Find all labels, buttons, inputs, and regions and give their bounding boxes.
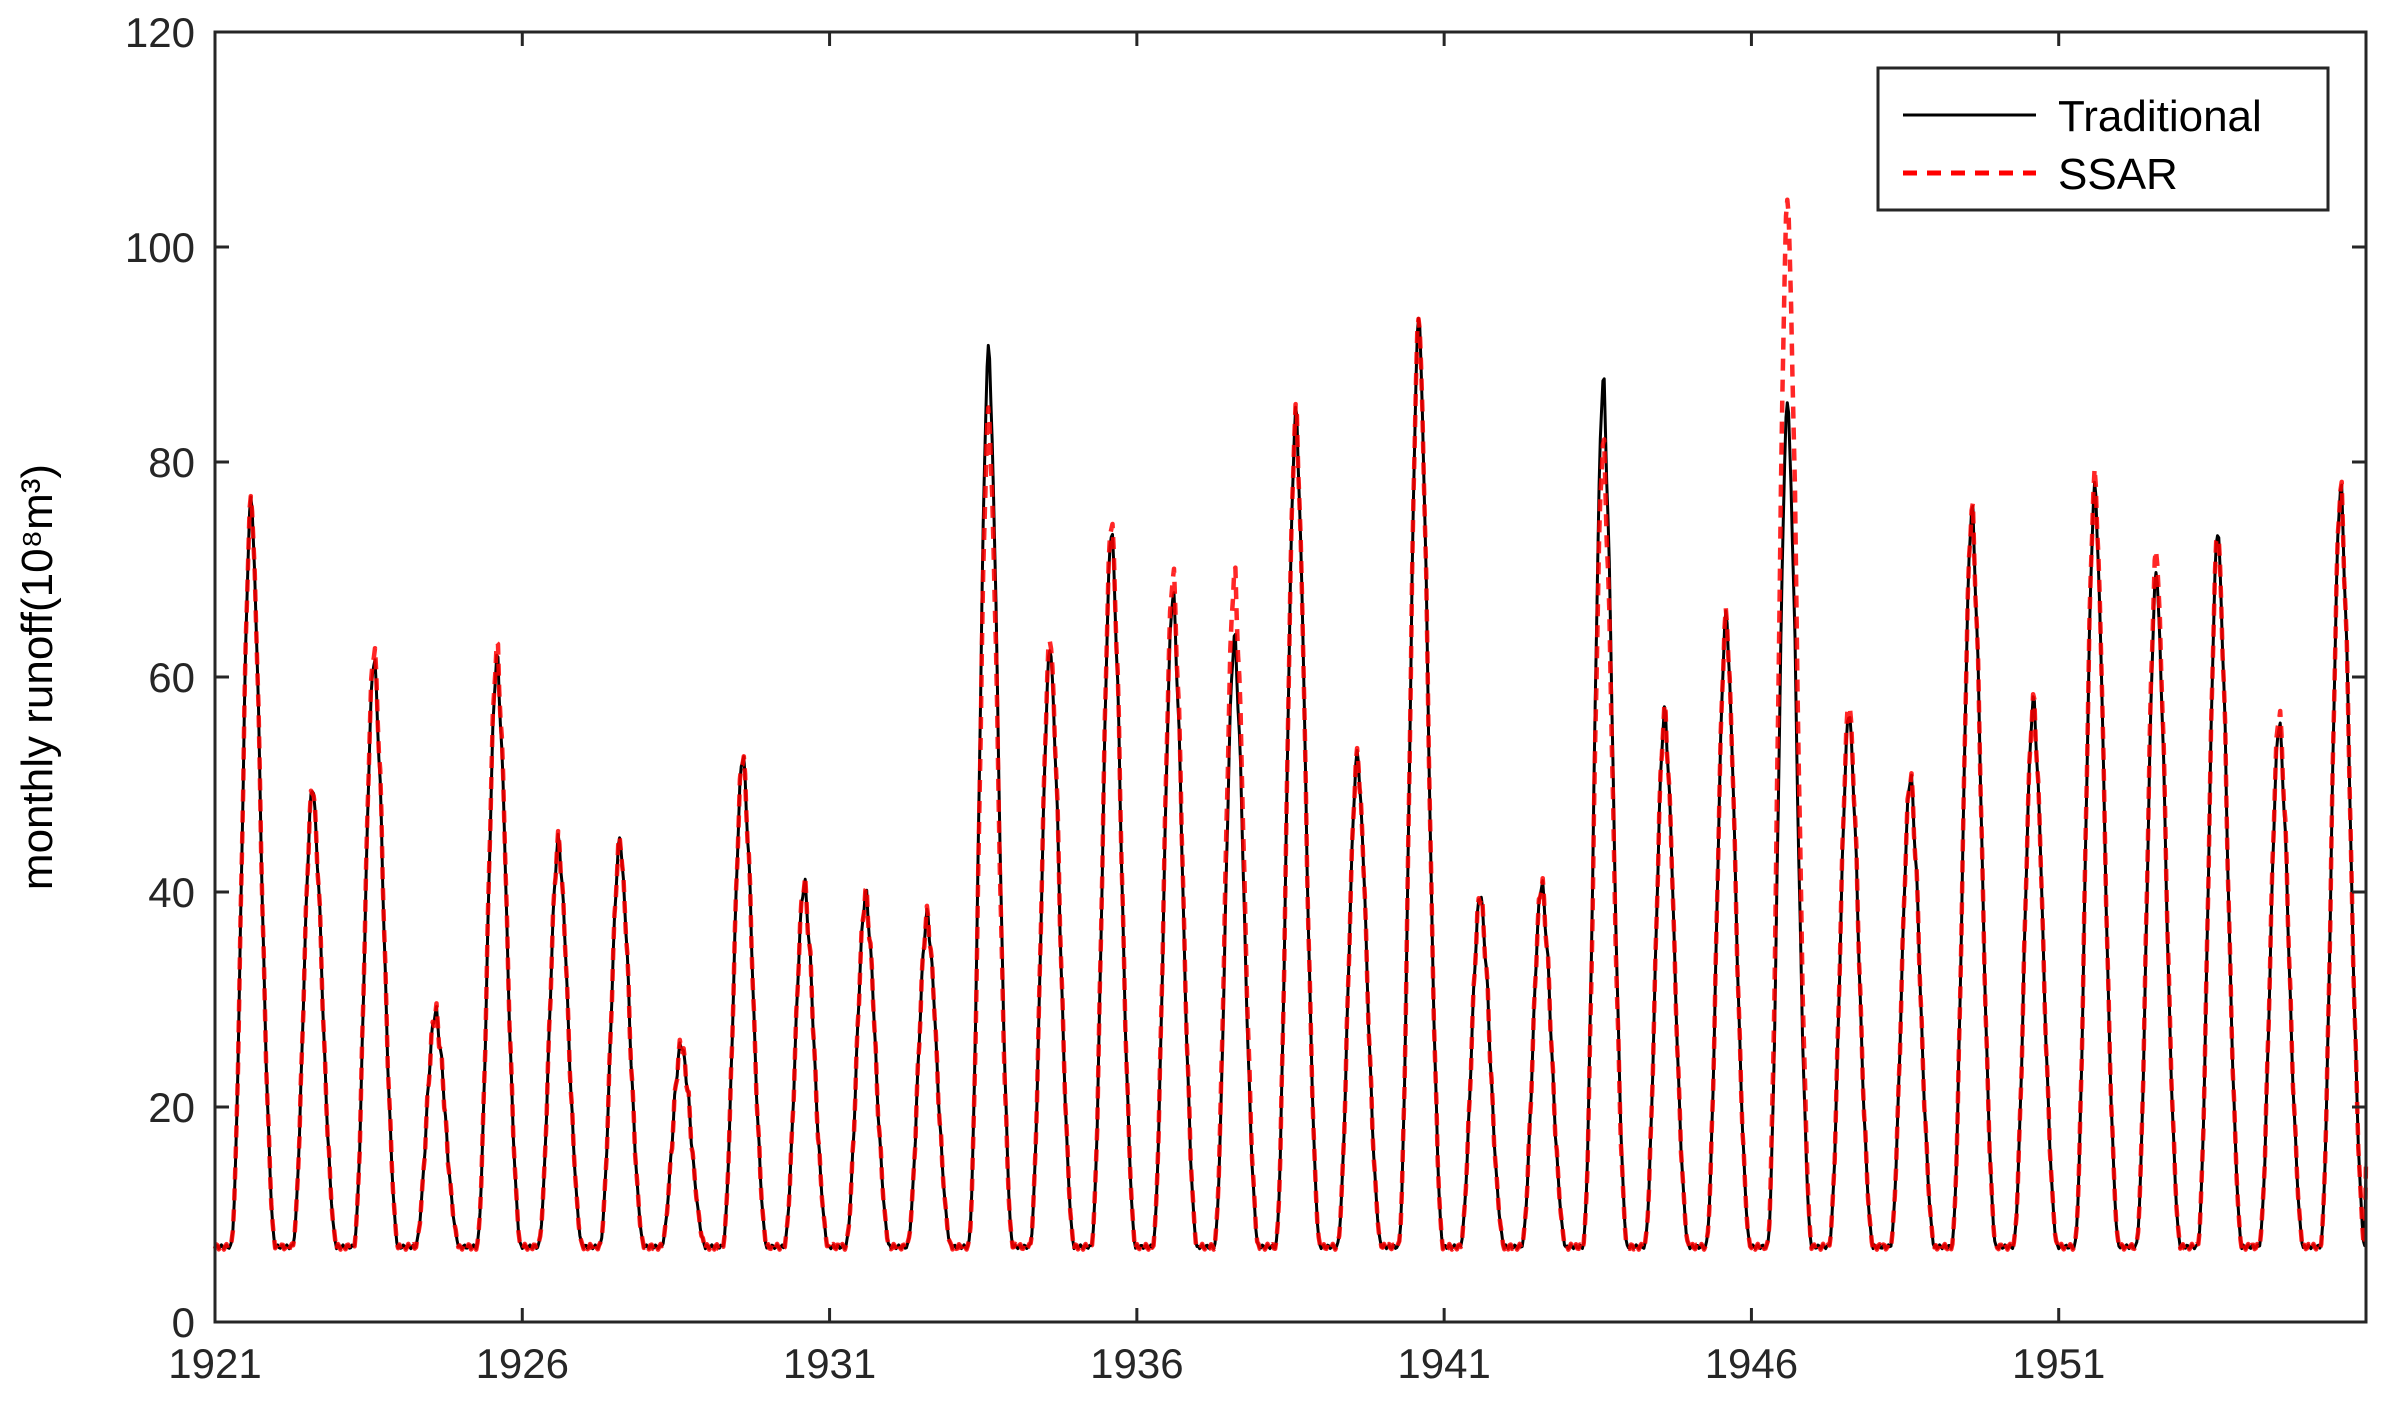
legend-label-traditional: Traditional [2058,92,2262,141]
x-tick-label: 1921 [168,1340,261,1387]
y-axis-label: monthly runoff(10⁸m³) [13,464,62,890]
y-tick-label: 40 [148,869,195,916]
y-tick-label: 80 [148,439,195,486]
legend-label-ssar: SSAR [2058,150,2178,199]
y-tick-label: 0 [172,1299,195,1346]
legend-box [1876,66,2330,212]
y-tick-label: 120 [125,9,195,56]
x-tick-label: 1936 [1090,1340,1183,1387]
y-tick-label: 20 [148,1084,195,1131]
x-tick-label: 1946 [1705,1340,1798,1387]
x-axis: 1921 1926 1931 1936 1941 1946 1951 [168,32,2105,1387]
legend: Traditional SSAR [1876,66,2330,212]
y-tick-label: 100 [125,224,195,271]
y-tick-label: 60 [148,654,195,701]
series-line-ssar [212,197,2369,1252]
y-axis: 0 20 40 60 80 100 120 [125,9,2366,1346]
x-tick-label: 1931 [783,1340,876,1387]
x-tick-label: 1926 [476,1340,569,1387]
series-layer [212,197,2369,1252]
x-tick-label: 1941 [1397,1340,1490,1387]
x-tick-label: 1951 [2012,1340,2105,1387]
